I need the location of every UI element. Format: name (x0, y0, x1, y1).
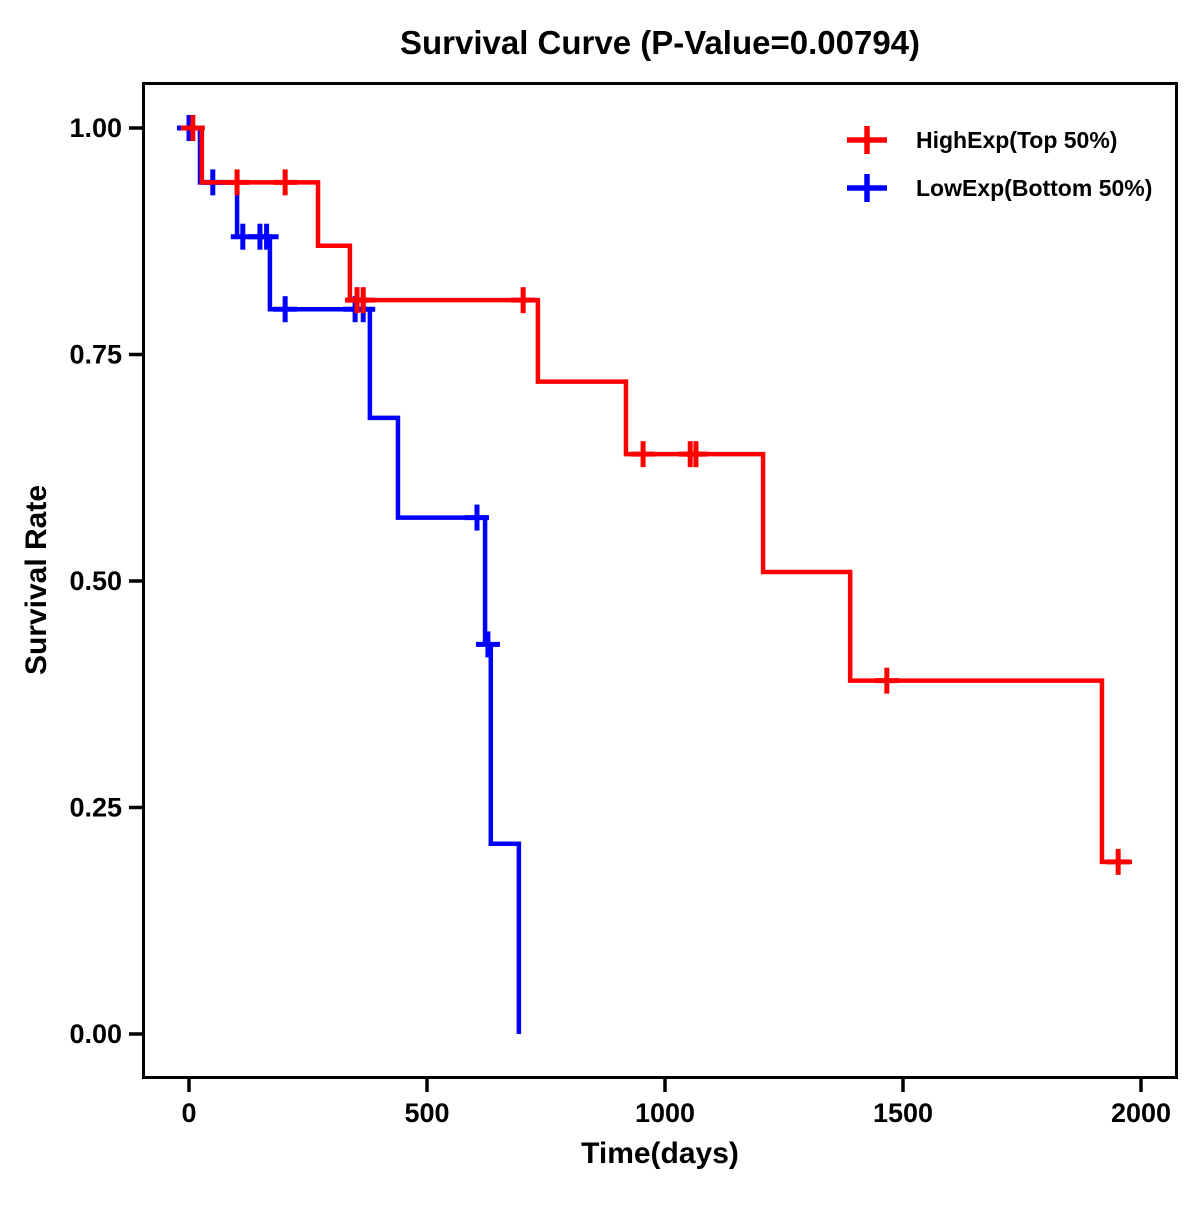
legend-label: LowExp(Bottom 50%) (916, 175, 1152, 201)
x-tick-label: 0 (181, 1098, 196, 1128)
y-tick-label: 0.25 (69, 793, 122, 823)
x-tick-label: 2000 (1111, 1098, 1171, 1128)
chart-title: Survival Curve (P-Value=0.00794) (400, 24, 920, 61)
legend: HighExp(Top 50%) LowExp(Bottom 50%) (847, 126, 1152, 202)
y-tick-label: 0.00 (69, 1019, 122, 1049)
legend-label: HighExp(Top 50%) (916, 127, 1117, 153)
y-axis-ticks: 1.00 0.75 0.50 0.25 0.00 (69, 113, 143, 1049)
x-axis-label: Time(days) (581, 1137, 739, 1170)
y-axis-label: Survival Rate (20, 485, 53, 675)
survival-curves (177, 115, 1132, 1034)
y-tick-label: 1.00 (69, 113, 122, 143)
survival-step-curve (189, 125, 1132, 865)
x-tick-label: 1000 (635, 1098, 695, 1128)
y-tick-label: 0.50 (69, 566, 122, 596)
x-axis-ticks: 0 500 1000 1500 2000 (181, 1078, 1171, 1128)
survival-step-curve (189, 125, 522, 1034)
y-tick-label: 0.75 (69, 340, 122, 370)
plot-panel-border (142, 82, 1178, 1079)
x-tick-label: 1500 (873, 1098, 933, 1128)
x-tick-label: 500 (404, 1098, 449, 1128)
